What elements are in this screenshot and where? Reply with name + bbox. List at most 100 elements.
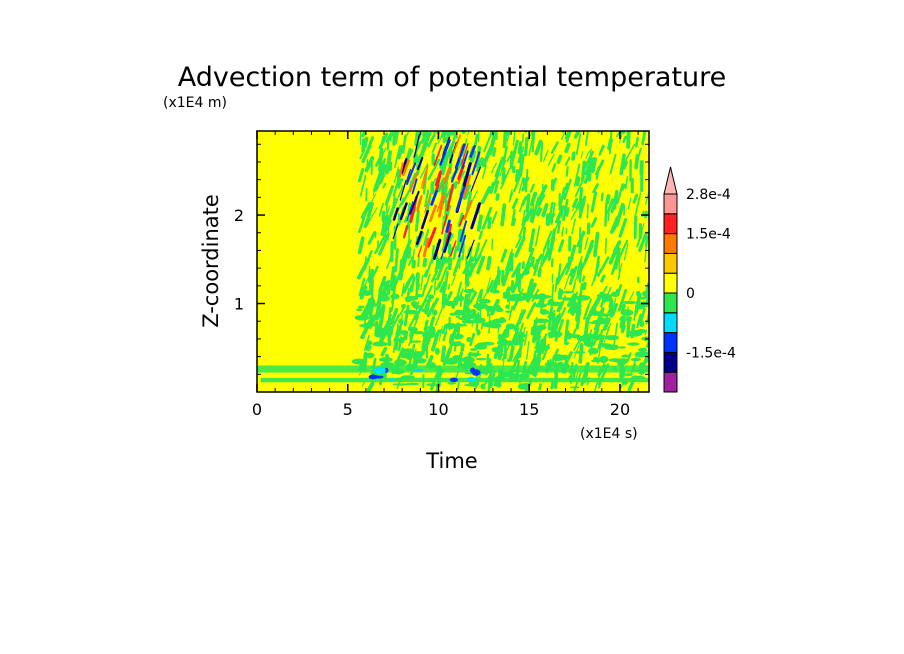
colorbar-segment xyxy=(663,252,678,274)
contour-streak xyxy=(424,189,430,208)
contour-streak xyxy=(623,243,629,261)
contour-blob xyxy=(470,348,478,351)
contour-streak xyxy=(489,363,493,380)
contour-streak xyxy=(529,209,537,222)
contour-streak xyxy=(436,177,447,193)
contour-blob xyxy=(547,298,554,306)
x-tick-label: 15 xyxy=(519,400,539,419)
contour-streak xyxy=(589,329,593,335)
contour-blob xyxy=(563,298,571,301)
contour-streak xyxy=(456,381,460,391)
contour-blob xyxy=(621,380,629,385)
x-tick-label: 20 xyxy=(610,400,630,419)
contour-streak xyxy=(365,188,368,202)
contour-blob xyxy=(573,351,586,354)
contour-streak xyxy=(625,143,636,161)
contour-streak xyxy=(385,205,391,219)
wave-packet-streak xyxy=(470,166,482,192)
contour-streak xyxy=(419,163,429,179)
wave-packet-streak xyxy=(439,139,451,166)
contour-streak xyxy=(541,203,549,218)
contour-streak xyxy=(548,233,554,251)
contour-blob xyxy=(617,360,627,366)
contour-streak xyxy=(546,239,551,251)
contour-blob xyxy=(593,356,599,363)
contour-streak xyxy=(427,302,435,316)
contour-streak xyxy=(481,206,493,230)
contour-streak xyxy=(366,202,374,221)
wave-packet-streak xyxy=(426,226,437,248)
contour-blob xyxy=(623,373,633,377)
contour-streak xyxy=(568,265,578,286)
wave-packet-streak xyxy=(459,220,468,242)
contour-blob xyxy=(466,336,472,343)
contour-blob xyxy=(608,358,622,362)
contour-streak xyxy=(434,306,444,327)
contour-streak xyxy=(491,238,494,251)
contour-streak xyxy=(558,187,566,211)
contour-blob xyxy=(643,292,649,299)
contour-streak xyxy=(394,248,399,273)
contour-streak xyxy=(564,182,569,191)
contour-streak xyxy=(575,176,581,187)
wave-packet-streak xyxy=(449,240,457,257)
contour-blob xyxy=(412,330,425,335)
contour-streak xyxy=(365,250,373,266)
chart-title: Advection term of potential temperature xyxy=(178,62,727,93)
contour-blob xyxy=(639,320,645,328)
contour-streak xyxy=(515,235,523,249)
contour-streak xyxy=(589,148,592,155)
contour-blob xyxy=(434,347,440,355)
contour-streak xyxy=(403,245,410,255)
y-axis-label: Z-coordinate xyxy=(199,194,223,328)
contour-blob xyxy=(495,304,501,312)
contour-streak xyxy=(581,275,586,282)
contour-streak xyxy=(632,193,639,204)
contour-streak xyxy=(444,131,454,143)
contour-streak xyxy=(423,284,433,304)
contour-streak xyxy=(555,205,565,224)
contour-streak xyxy=(361,380,366,387)
contour-blob xyxy=(378,357,393,363)
contour-blob xyxy=(507,295,520,302)
contour-streak xyxy=(445,252,452,264)
contour-streak xyxy=(538,383,542,391)
contour-blob xyxy=(399,336,405,344)
contour-blob xyxy=(576,335,589,342)
contour-blob xyxy=(638,369,645,375)
wave-packet-streak xyxy=(415,230,423,246)
y-tick-label: 1 xyxy=(234,295,244,314)
contour-streak xyxy=(537,268,542,278)
contour-streak xyxy=(390,275,397,291)
contour-streak xyxy=(370,265,379,280)
contour-blob xyxy=(369,314,380,321)
contour-blob xyxy=(451,333,464,340)
contour-blob xyxy=(463,289,475,294)
contour-streak xyxy=(579,255,583,265)
contour-blob xyxy=(436,329,444,334)
contour-streak xyxy=(389,131,394,142)
contour-blob xyxy=(517,383,528,390)
contour-streak xyxy=(575,133,582,155)
y-unit-label: (x1E4 m) xyxy=(163,95,227,111)
contour-streak xyxy=(425,259,433,278)
wave-packet-streak xyxy=(402,225,409,239)
contour-blob xyxy=(618,346,626,349)
contour-streak xyxy=(534,258,539,272)
contour-streak xyxy=(362,325,369,340)
contour-streak xyxy=(418,131,423,140)
contour-blob xyxy=(583,341,596,347)
contour-streak xyxy=(550,141,559,154)
contour-streak xyxy=(534,327,539,341)
contour-streak xyxy=(611,298,617,315)
contour-blob xyxy=(351,358,366,365)
contour-blob xyxy=(563,341,570,346)
contour-blob xyxy=(607,344,619,351)
contour-blob xyxy=(505,304,510,309)
colorbar-segment xyxy=(663,351,678,373)
contour-blob xyxy=(505,323,516,330)
contour-streak xyxy=(618,218,628,238)
contour-streak xyxy=(479,239,488,255)
contour-blob xyxy=(524,368,535,375)
contour-streak xyxy=(514,237,526,258)
